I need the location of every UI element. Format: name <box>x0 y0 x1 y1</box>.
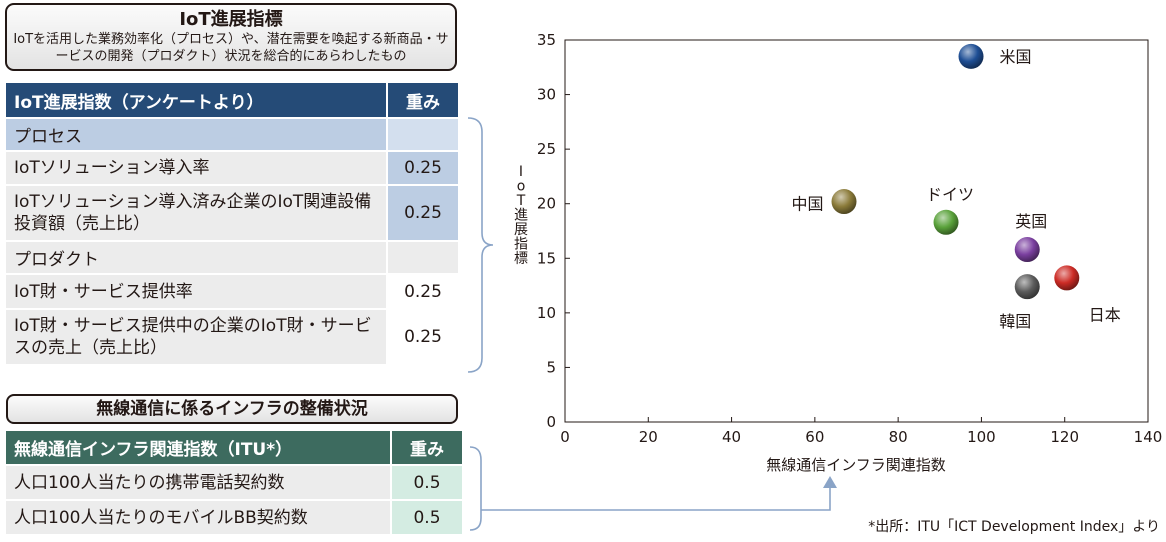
plot-frame <box>564 39 1149 423</box>
infra-arrow-line <box>481 486 831 511</box>
y-tick-label: 25 <box>537 140 556 158</box>
iot-table-weight-cell: 0.25 <box>386 310 458 364</box>
data-point-label: 中国 <box>791 195 823 214</box>
y-tick-label: 30 <box>537 86 556 104</box>
iot-table-row-label: IoT財・サービス提供中の企業のIoT財・サービスの売上（売上比） <box>6 310 386 364</box>
data-point <box>933 209 959 235</box>
iot-table-row-label: IoT財・サービス提供率 <box>6 275 386 308</box>
data-point-label: 英国 <box>1015 212 1047 231</box>
iot-table-header: IoT進展指数（アンケートより） <box>6 83 386 117</box>
iot-table-weight-header: 重み <box>386 83 458 117</box>
data-point <box>1054 265 1080 291</box>
y-tick-label: 5 <box>546 358 556 376</box>
infra-table-header: 無線通信インフラ関連指数（ITU*） <box>6 431 390 464</box>
iot-index-title: IoT進展指標 <box>179 9 283 30</box>
data-point-label: 韓国 <box>999 312 1031 331</box>
data-point <box>831 189 857 215</box>
y-tick-label: 35 <box>537 31 556 49</box>
iot-table-section-process: プロセス <box>6 119 386 150</box>
data-point <box>958 43 984 69</box>
x-tick-label: 40 <box>722 428 741 446</box>
infra-arrow-head <box>823 476 837 488</box>
iot-table-weight-cell: 0.25 <box>386 275 458 308</box>
iot-table-row-label: IoTソリューション導入済み企業のIoT関連設備投資額（売上比） <box>6 186 386 240</box>
data-point-label: 日本 <box>1089 305 1121 324</box>
infra-table-row-label: 人口100人当たりの携帯電話契約数 <box>6 466 390 499</box>
data-point-label: 米国 <box>1000 47 1032 66</box>
iot-table-weight-cell <box>386 242 458 273</box>
source-note: *出所：ITU「ICT Development Index」より <box>868 519 1160 535</box>
x-tick-label: 80 <box>889 428 908 446</box>
y-tick-label: 10 <box>537 304 556 322</box>
x-tick-label: 20 <box>639 428 658 446</box>
x-tick-label: 140 <box>1134 428 1163 446</box>
data-point <box>1014 237 1040 263</box>
iot-index-title-box: IoT進展指標 IoTを活用した業務効率化（プロセス）や、潜在需要を喚起する新商… <box>5 3 457 71</box>
infra-table-weight-cell: 0.5 <box>390 466 462 499</box>
iot-table-row-label: IoTソリューション導入率 <box>6 152 386 184</box>
y-tick-label: 0 <box>546 413 556 431</box>
iot-table-section-product: プロダクト <box>6 242 386 273</box>
infra-table-weight-header: 重み <box>390 431 462 464</box>
iot-table-weight-cell: 0.25 <box>386 152 458 184</box>
x-tick-label: 0 <box>560 428 570 446</box>
infra-bracket <box>469 446 482 531</box>
iot-index-table: IoT進展指数（アンケートより） 重み プロセス IoTソリューション導入率 0… <box>6 81 458 366</box>
x-axis-label: 無線通信インフラ関連指数 <box>766 456 946 474</box>
data-point-label: ドイツ <box>926 185 974 204</box>
iot-index-description: IoTを活用した業務効率化（プロセス）や、潜在需要を喚起する新商品・サービスの開… <box>13 32 449 64</box>
x-tick-label: 120 <box>1050 428 1079 446</box>
infra-index-table: 無線通信インフラ関連指数（ITU*） 重み 人口100人当たりの携帯電話契約数 … <box>6 429 462 536</box>
y-tick-label: 20 <box>537 195 556 213</box>
iot-bracket <box>467 117 494 373</box>
infra-title-box: 無線通信に係るインフラの整備状況 <box>6 394 458 424</box>
iot-table-weight-cell <box>386 119 458 150</box>
x-tick-label: 100 <box>967 428 996 446</box>
iot-table-weight-cell: 0.25 <box>386 186 458 240</box>
infra-table-row-label: 人口100人当たりのモバイルBB契約数 <box>6 501 390 534</box>
y-tick-label: 15 <box>537 249 556 267</box>
x-tick-label: 60 <box>805 428 824 446</box>
data-point <box>1014 274 1040 300</box>
infra-table-weight-cell: 0.5 <box>390 501 462 534</box>
